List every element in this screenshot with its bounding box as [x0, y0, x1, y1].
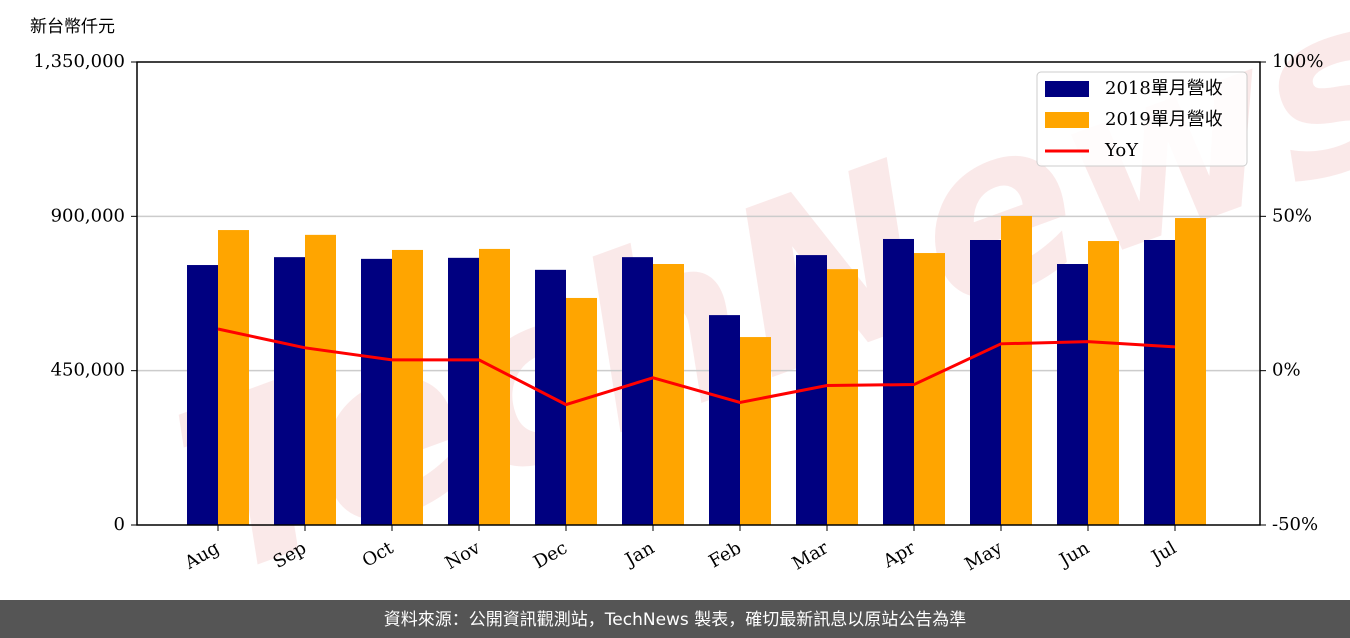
bar — [392, 249, 423, 525]
bar — [622, 257, 653, 525]
bar — [218, 230, 249, 525]
bar — [970, 239, 1001, 525]
y-tick-label: 900,000 — [51, 205, 125, 226]
bar — [1144, 239, 1175, 525]
x-tick-label: Apr — [879, 537, 919, 572]
bar — [1057, 264, 1088, 525]
y2-tick-label: 0% — [1272, 360, 1301, 381]
legend-swatch — [1045, 112, 1089, 128]
x-tick-label: May — [961, 537, 1006, 575]
x-tick-label: Feb — [705, 537, 745, 572]
bar — [883, 238, 914, 526]
y-axis-label: 新台幣仟元 — [30, 17, 115, 37]
bar — [709, 315, 740, 525]
bar — [187, 265, 218, 525]
y-tick-label: 0 — [114, 514, 125, 535]
legend-box — [1036, 71, 1248, 167]
bar — [653, 264, 684, 525]
footer-bar — [0, 600, 1350, 638]
bar — [740, 337, 771, 525]
bar — [274, 257, 305, 525]
bar — [305, 234, 336, 525]
y-tick-label: 450,000 — [51, 360, 125, 381]
plot-frame — [136, 61, 1261, 526]
bar — [479, 248, 510, 526]
y-tick-label: 1,350,000 — [33, 51, 125, 72]
x-tick-label: Jun — [1054, 537, 1093, 572]
bar — [566, 297, 597, 525]
y2-tick-label: -50% — [1272, 514, 1318, 535]
x-tick-label: Jan — [620, 537, 658, 571]
bar — [827, 269, 858, 525]
bar — [1175, 218, 1206, 525]
yoy-line — [217, 327, 1176, 407]
footer-text: 資料來源：公開資訊觀測站，TechNews 製表，確切最新訊息以原站公告為準 — [384, 610, 966, 630]
legend-label: 2018單月營收 — [1105, 78, 1223, 99]
x-tick-label: Mar — [789, 537, 833, 574]
legend-label: 2019單月營收 — [1105, 109, 1223, 130]
bar — [448, 257, 479, 525]
legend-label: YoY — [1104, 140, 1139, 161]
y2-tick-label: 50% — [1272, 205, 1312, 226]
x-tick-label: Dec — [530, 537, 571, 573]
bar — [361, 258, 392, 525]
x-tick-label: Jul — [1146, 537, 1180, 569]
legend-swatch — [1045, 81, 1089, 97]
y2-tick-label: 100% — [1272, 51, 1323, 72]
bar — [1088, 241, 1119, 525]
bar — [1001, 215, 1032, 526]
bar — [914, 253, 945, 525]
